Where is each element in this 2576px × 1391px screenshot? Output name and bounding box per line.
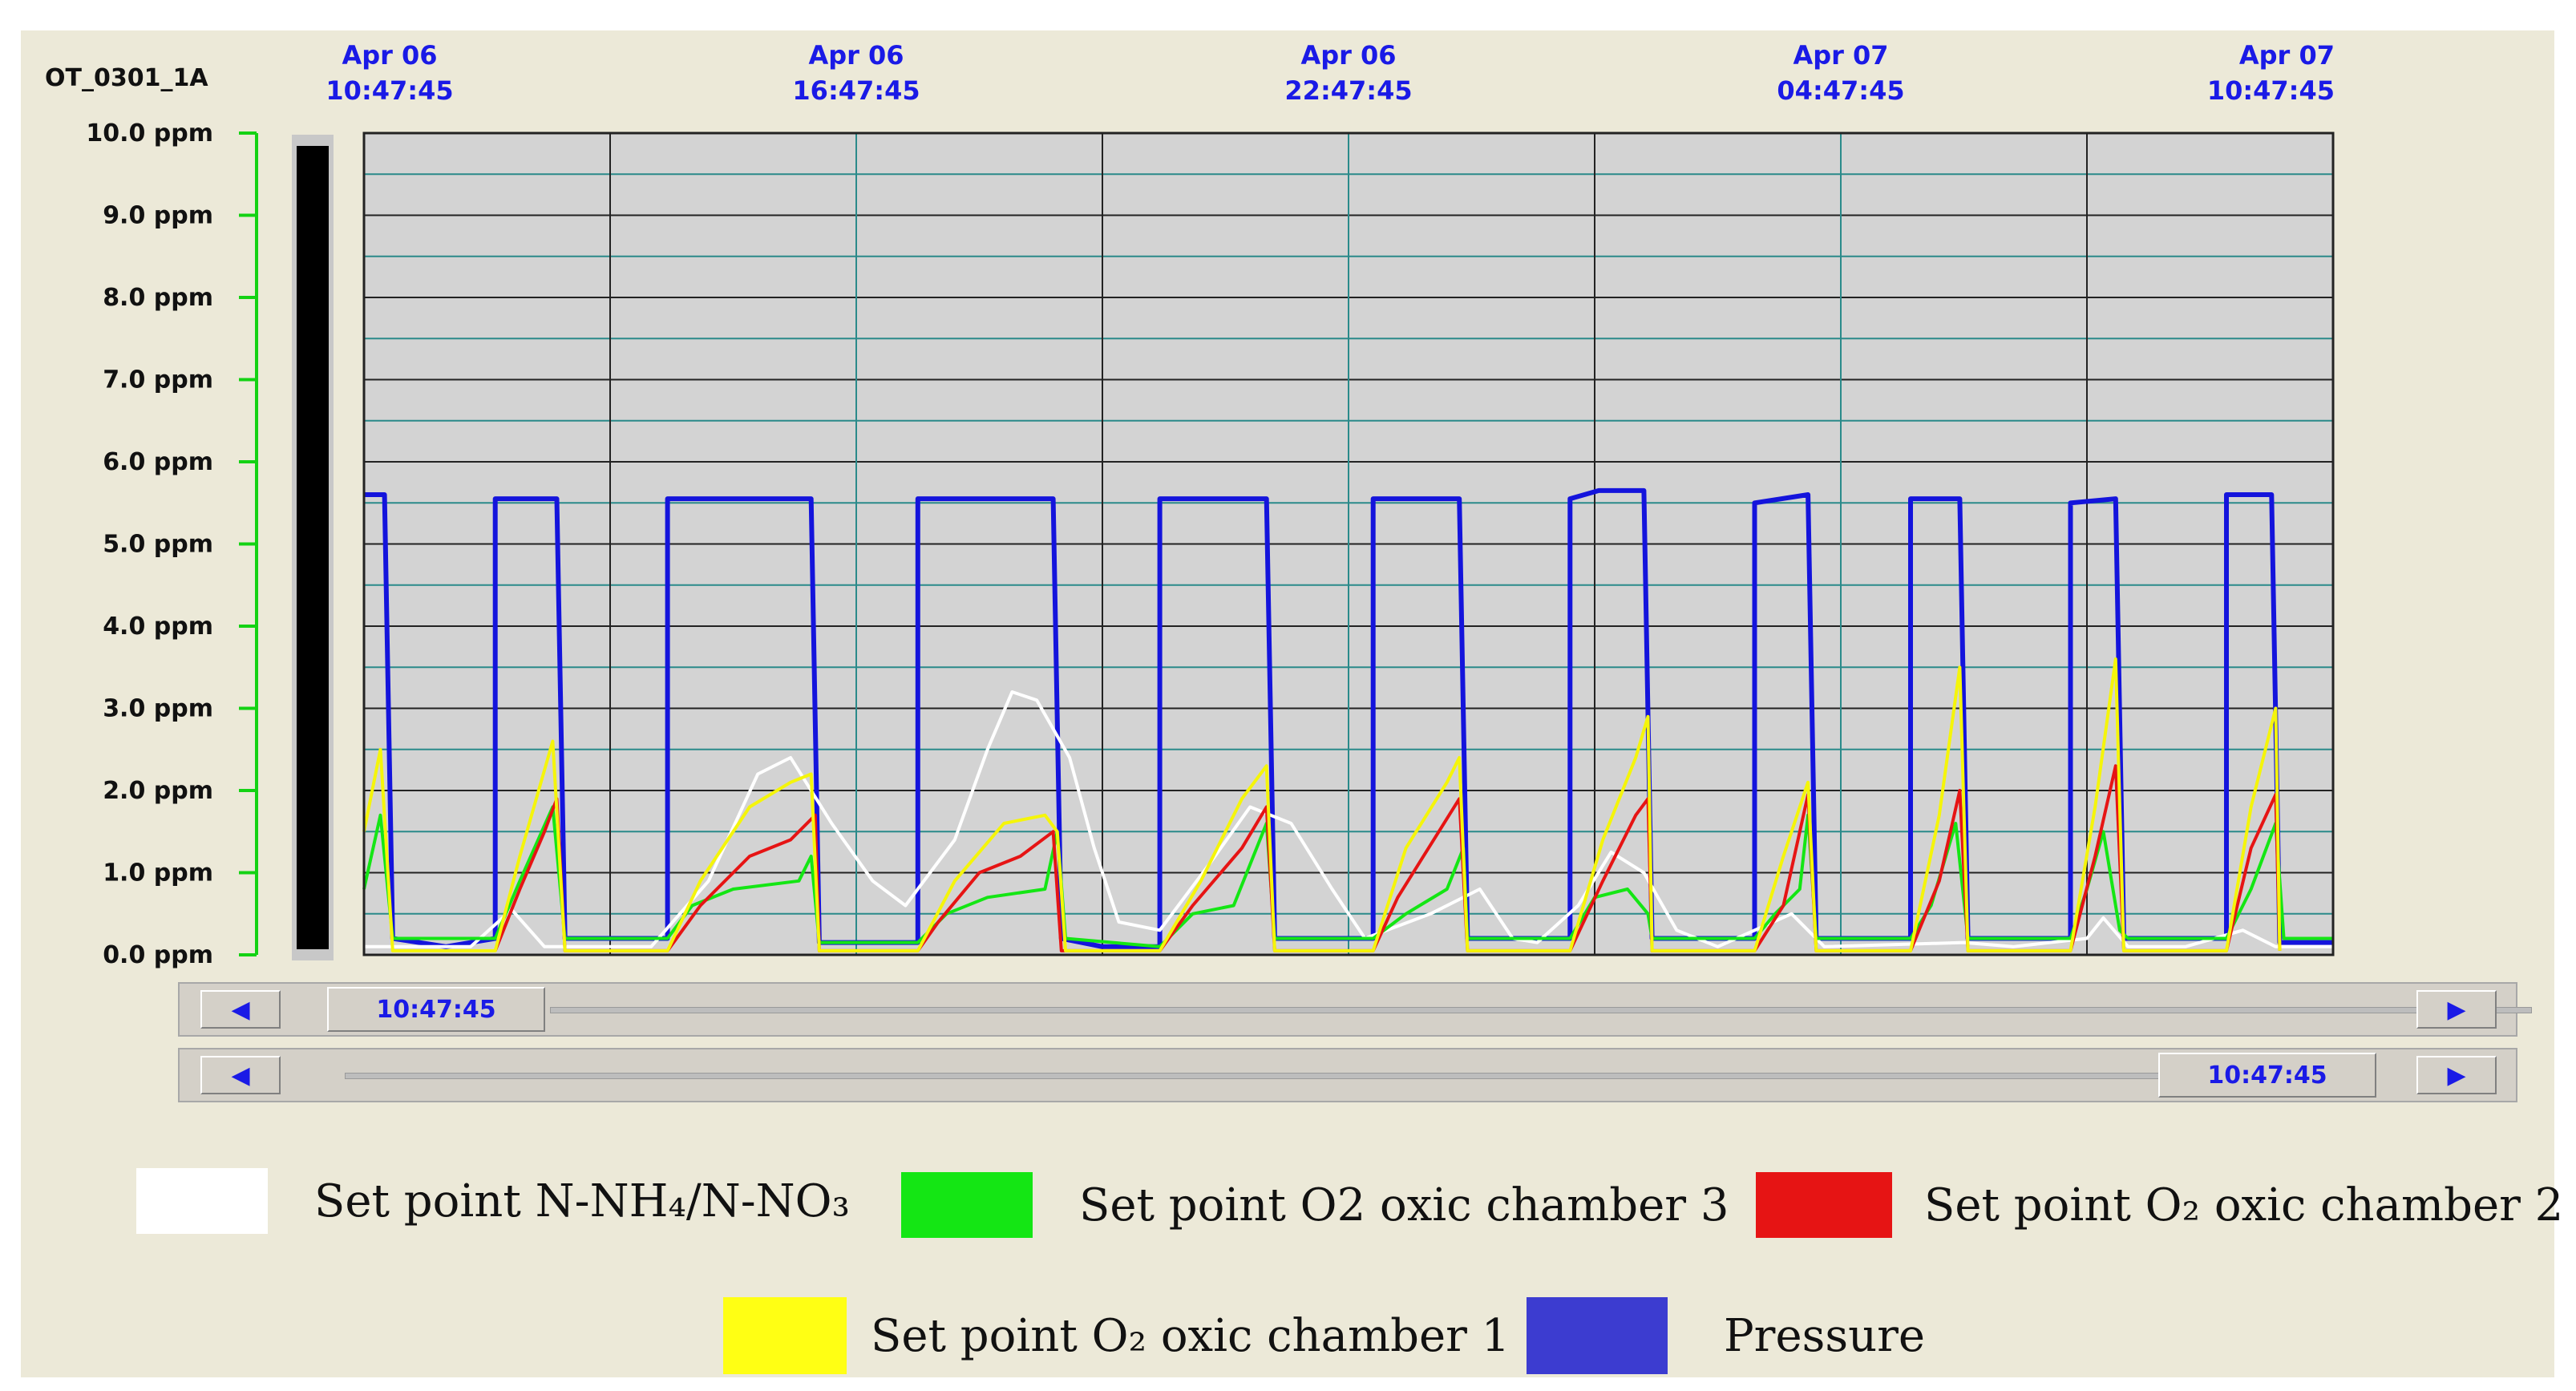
x-tick-date: Apr 07: [1793, 40, 1888, 71]
plot-border: [362, 131, 2335, 956]
scroll-track[interactable]: [345, 1073, 2327, 1079]
series-set-point-o-oxic-chamber-1: [362, 657, 2282, 952]
y-tick-label: 10.0 ppm: [86, 119, 213, 148]
y-tick-label: 5.0 ppm: [103, 531, 213, 559]
scroll-left-button[interactable]: ◀: [200, 1056, 281, 1094]
scroll-track[interactable]: [550, 1007, 2532, 1013]
scroll-thumb-time: 10:47:45: [376, 995, 496, 1024]
x-tick-date: Apr 06: [342, 40, 437, 71]
legend-label: Set point N-NH₄/N-NO₃: [314, 1175, 851, 1227]
y-tick-label: 4.0 ppm: [103, 613, 213, 641]
scroll-left-button[interactable]: ◀: [200, 990, 281, 1029]
scroll-right-button[interactable]: ▶: [2416, 990, 2497, 1029]
y-tick-label: 2.0 ppm: [103, 777, 213, 805]
x-tick-time: 10:47:45: [326, 75, 453, 106]
x-tick-time: 04:47:45: [1777, 75, 1904, 106]
legend-label: Pressure: [1724, 1309, 1926, 1362]
left-arrow-icon: ◀: [231, 1061, 250, 1090]
legend-label: Set point O₂ oxic chamber 1: [871, 1309, 1510, 1362]
legend-swatch: [901, 1172, 1033, 1238]
scroll-thumb-start[interactable]: 10:47:45: [327, 987, 545, 1032]
legend-swatch: [1527, 1297, 1668, 1374]
legend-item-o2-chamber-3: Set point O2 oxic chamber 3: [901, 1172, 1729, 1238]
legend-item-o2-chamber-1: Set point O₂ oxic chamber 1: [723, 1297, 1510, 1374]
chart-title: OT_0301_1A: [45, 64, 208, 92]
legend-item-pressure: Pressure: [1527, 1297, 1925, 1374]
legend-item-nh4-no3: Set point N-NH₄/N-NO₃: [136, 1168, 850, 1234]
y-tick-label: 6.0 ppm: [103, 448, 213, 476]
x-tick-date: Apr 07: [2239, 40, 2335, 71]
scroll-right-button[interactable]: ▶: [2416, 1056, 2497, 1094]
time-scrollbar-end[interactable]: ◀ 10:47:45 ▶: [178, 1048, 2517, 1102]
x-tick-date: Apr 06: [1300, 40, 1396, 71]
legend-swatch: [136, 1168, 268, 1234]
level-bar-fill: [297, 146, 329, 949]
x-tick-time: 10:47:45: [2207, 75, 2335, 106]
legend-swatch: [1756, 1172, 1892, 1238]
y-tick-label: 7.0 ppm: [103, 366, 213, 394]
scroll-thumb-time: 10:47:45: [2207, 1061, 2327, 1090]
x-tick-date: Apr 06: [808, 40, 904, 71]
legend-label: Set point O₂ oxic chamber 2: [1924, 1179, 2564, 1231]
series-set-point-n-nh-n-no: [364, 690, 2333, 948]
x-tick-time: 16:47:45: [792, 75, 920, 106]
time-scrollbar-start[interactable]: ◀ 10:47:45 ▶: [178, 982, 2532, 1037]
y-tick-label: 0.0 ppm: [103, 941, 213, 969]
x-tick-time: 22:47:45: [1284, 75, 1412, 106]
right-arrow-icon: ▶: [2447, 1061, 2466, 1090]
y-tick-label: 3.0 ppm: [103, 695, 213, 723]
scroll-thumb-end[interactable]: 10:47:45: [2158, 1053, 2376, 1098]
right-arrow-icon: ▶: [2447, 995, 2466, 1024]
trend-chart: OT_0301_1A 0.0 ppm 1.0 ppm 2.0 ppm 3.0 ppm 4…: [45, 40, 2335, 969]
y-tick-label: 1.0 ppm: [103, 859, 213, 888]
legend-label: Set point O2 oxic chamber 3: [1079, 1179, 1729, 1231]
left-arrow-icon: ◀: [231, 995, 250, 1024]
y-tick-label: 9.0 ppm: [103, 202, 213, 230]
legend-swatch: [723, 1297, 847, 1374]
y-tick-label: 8.0 ppm: [103, 284, 213, 312]
legend-item-o2-chamber-2: Set point O₂ oxic chamber 2: [1756, 1172, 2563, 1238]
